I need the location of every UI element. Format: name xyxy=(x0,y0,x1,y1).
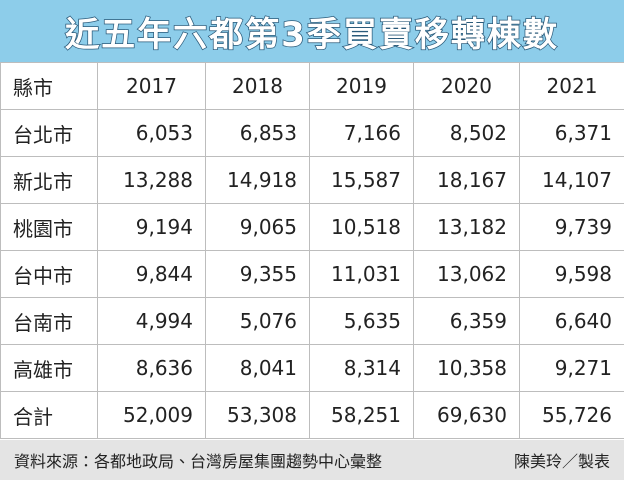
cell: 10,518 xyxy=(309,203,414,251)
cell: 13,062 xyxy=(413,250,520,298)
header-cell: 2021 xyxy=(519,62,624,110)
row-label: 新北市 xyxy=(0,156,98,204)
cell: 7,166 xyxy=(309,109,414,157)
cell: 10,358 xyxy=(413,344,520,392)
cell: 11,031 xyxy=(309,250,414,298)
cell: 9,271 xyxy=(519,344,624,392)
cell: 18,167 xyxy=(413,156,520,204)
table-body: 縣市 2017 2018 2019 2020 2021 台北市 6,053 6,853 7,166… xyxy=(0,62,624,439)
table-row: 台南市 4,994 5,076 5,635 6,359 6,640 xyxy=(0,297,624,345)
cell: 9,065 xyxy=(205,203,310,251)
title-bar: 近五年六都第3季買賣移轉棟數 xyxy=(0,0,624,62)
cell: 5,635 xyxy=(309,297,414,345)
cell: 8,636 xyxy=(97,344,206,392)
cell: 8,502 xyxy=(413,109,520,157)
cell: 9,598 xyxy=(519,250,624,298)
table-row: 台中市 9,844 9,355 11,031 13,062 9,598 xyxy=(0,250,624,298)
header-row: 縣市 2017 2018 2019 2020 2021 xyxy=(0,62,624,110)
cell: 9,355 xyxy=(205,250,310,298)
cell: 53,308 xyxy=(205,391,310,439)
table-row: 台北市 6,053 6,853 7,166 8,502 6,371 xyxy=(0,109,624,157)
cell: 52,009 xyxy=(97,391,206,439)
cell: 9,194 xyxy=(97,203,206,251)
cell: 8,041 xyxy=(205,344,310,392)
header-cell: 2020 xyxy=(413,62,520,110)
cell: 6,853 xyxy=(205,109,310,157)
cell: 14,107 xyxy=(519,156,624,204)
row-label: 台北市 xyxy=(0,109,98,157)
cell: 6,053 xyxy=(97,109,206,157)
cell: 13,182 xyxy=(413,203,520,251)
table-row: 高雄市 8,636 8,041 8,314 10,358 9,271 xyxy=(0,344,624,392)
row-label: 台中市 xyxy=(0,250,98,298)
footer: 資料來源：各都地政局、台灣房屋集團趨勢中心彙整 陳美玲／製表 xyxy=(0,440,624,480)
source: 資料來源：各都地政局、台灣房屋集團趨勢中心彙整 xyxy=(14,452,383,471)
cell: 4,994 xyxy=(97,297,206,345)
row-label: 台南市 xyxy=(0,297,98,345)
cell: 58,251 xyxy=(309,391,414,439)
cell: 9,844 xyxy=(97,250,206,298)
cell: 13,288 xyxy=(97,156,206,204)
header-cell: 縣市 xyxy=(0,62,98,110)
header-cell: 2019 xyxy=(309,62,414,110)
cell: 14,918 xyxy=(205,156,310,204)
table-row: 合計 52,009 53,308 58,251 69,630 55,726 xyxy=(0,391,624,439)
cell: 6,359 xyxy=(413,297,520,345)
table-row: 桃園市 9,194 9,065 10,518 13,182 9,739 xyxy=(0,203,624,251)
data-table: 縣市 2017 2018 2019 2020 2021 台北市 6,053 6,853 7,166… xyxy=(0,62,624,439)
credit: 陳美玲／製表 xyxy=(513,452,610,471)
table-row: 新北市 13,288 14,918 15,587 18,167 14,107 xyxy=(0,156,624,204)
cell: 6,371 xyxy=(519,109,624,157)
cell: 8,314 xyxy=(309,344,414,392)
title: 近五年六都第3季買賣移轉棟數 xyxy=(64,14,559,56)
cell: 55,726 xyxy=(519,391,624,439)
cell: 69,630 xyxy=(413,391,520,439)
header-cell: 2017 xyxy=(97,62,206,110)
row-label: 高雄市 xyxy=(0,344,98,392)
cell: 5,076 xyxy=(205,297,310,345)
cell: 15,587 xyxy=(309,156,414,204)
row-label: 合計 xyxy=(0,391,98,439)
row-label: 桃園市 xyxy=(0,203,98,251)
cell: 6,640 xyxy=(519,297,624,345)
header-cell: 2018 xyxy=(205,62,310,110)
cell: 9,739 xyxy=(519,203,624,251)
